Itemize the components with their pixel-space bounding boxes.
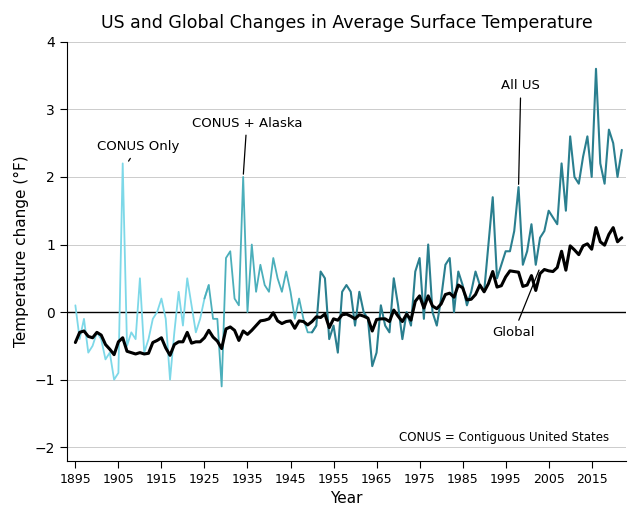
Text: Global: Global [493, 270, 539, 339]
Text: CONUS + Alaska: CONUS + Alaska [191, 116, 302, 174]
Text: All US: All US [501, 80, 540, 184]
Y-axis label: Temperature change (°F): Temperature change (°F) [14, 155, 29, 347]
Title: US and Global Changes in Average Surface Temperature: US and Global Changes in Average Surface… [100, 14, 592, 32]
Text: CONUS = Contiguous United States: CONUS = Contiguous United States [399, 431, 609, 444]
Text: CONUS Only: CONUS Only [97, 140, 179, 161]
X-axis label: Year: Year [330, 491, 363, 506]
